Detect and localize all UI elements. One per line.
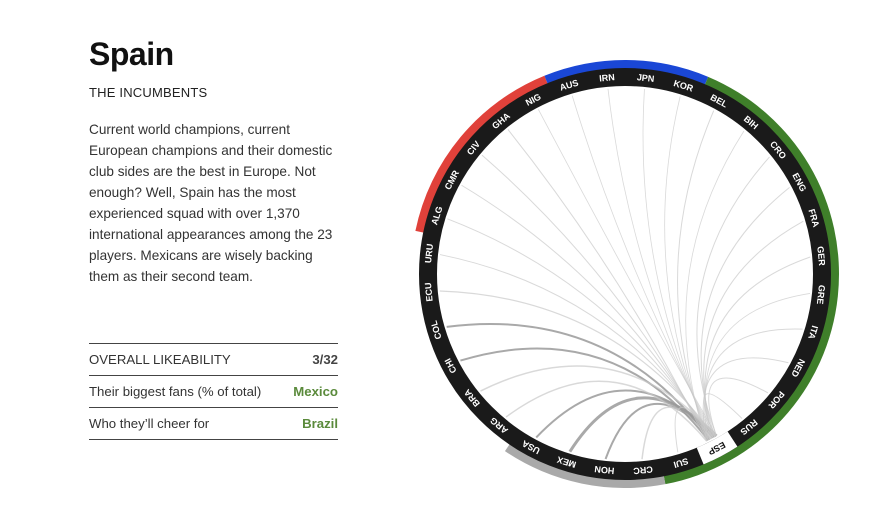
chord-link-ned — [702, 357, 789, 442]
stat-label: OVERALL LIKEABILITY — [89, 352, 231, 367]
team-label-sui[interactable]: SUI — [672, 456, 689, 470]
team-subtitle: THE INCUMBENTS — [89, 85, 208, 100]
stats-table: OVERALL LIKEABILITY 3/32 Their biggest f… — [89, 343, 338, 440]
stat-label: Their biggest fans (% of total) — [89, 384, 262, 399]
team-label-ger[interactable]: GER — [815, 246, 827, 267]
team-ring — [419, 68, 831, 480]
stat-row-cheer-for: Who they’ll cheer for Brazil — [89, 408, 338, 440]
chords — [439, 88, 811, 460]
chord-link-bel — [677, 110, 715, 441]
team-label-hon[interactable]: HON — [594, 464, 615, 476]
chord-link-gha — [507, 129, 708, 442]
chord-link-por — [708, 377, 769, 437]
stat-value: 3/32 — [312, 352, 338, 367]
team-label-ita[interactable]: ITA — [806, 324, 820, 341]
chord-link-chi — [460, 347, 710, 441]
chord-link-rus — [703, 393, 743, 438]
selected-team-segment[interactable] — [696, 431, 738, 465]
stat-row-biggest-fans: Their biggest fans (% of total) Mexico — [89, 376, 338, 408]
team-label-crc[interactable]: CRC — [632, 464, 653, 476]
team-label-uru[interactable]: URU — [423, 243, 435, 263]
team-label-irn[interactable]: IRN — [599, 72, 615, 83]
chord-link-bih — [685, 130, 745, 442]
stat-row-likeability: OVERALL LIKEABILITY 3/32 — [89, 344, 338, 376]
chord-link-arg — [505, 380, 708, 442]
team-title: Spain — [89, 36, 174, 72]
team-label-gre[interactable]: GRE — [815, 284, 827, 304]
stat-value: Mexico — [293, 384, 338, 399]
chord-link-bra — [480, 365, 717, 437]
chord-link-ita — [704, 328, 803, 441]
team-label-jpn[interactable]: JPN — [636, 72, 654, 84]
team-description: Current world champions, current Europea… — [89, 122, 333, 284]
stat-value: Brazil — [302, 416, 338, 431]
stat-label: Who they’ll cheer for — [89, 416, 210, 431]
group-arc — [504, 443, 666, 488]
team-label-ecu[interactable]: ECU — [423, 282, 435, 302]
chord-link-ger — [704, 256, 811, 439]
chord-link-sui — [674, 407, 714, 453]
group-arc — [544, 59, 709, 86]
